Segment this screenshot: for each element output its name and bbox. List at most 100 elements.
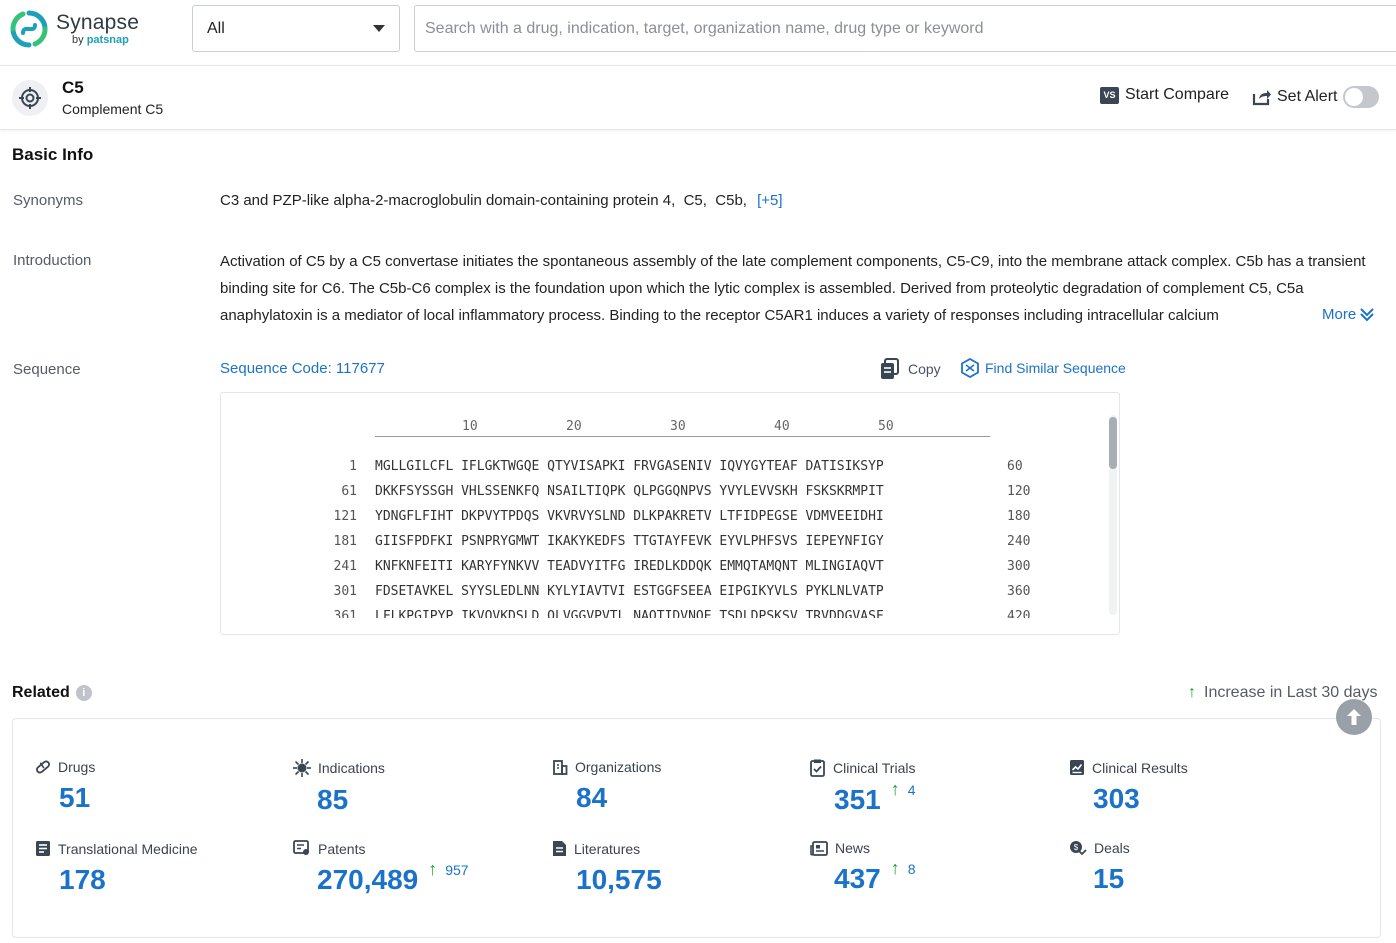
sequence-content: 10 20 30 40 50 1 MGLLGILCFL IFLGKTWGQE Q… xyxy=(221,393,1109,618)
copy-icon xyxy=(880,358,900,380)
double-chevron-down-icon xyxy=(1359,306,1375,322)
stat-value[interactable]: 84 xyxy=(576,783,607,814)
clipboard-icon xyxy=(810,759,826,777)
arrow-up-icon: ↑ xyxy=(1188,684,1196,702)
row-end: 420 xyxy=(1007,609,1030,618)
search-scope-value: All xyxy=(207,20,225,38)
stat-label: Patents xyxy=(318,841,365,857)
logo-brand: patsnap xyxy=(87,34,129,46)
ruler-tick: 20 xyxy=(566,419,582,434)
arrow-up-icon xyxy=(1345,707,1363,727)
more-button[interactable]: More xyxy=(1322,306,1377,323)
stat-value[interactable]: 10,575 xyxy=(576,865,662,896)
synapse-logo[interactable]: Synapse by patsnap xyxy=(10,10,139,48)
stat-label: Literatures xyxy=(574,841,640,857)
find-similar-sequence-button[interactable]: Find Similar Sequence xyxy=(960,358,1126,378)
patent-icon xyxy=(293,840,311,857)
stat-drugs[interactable]: Drugs 51 xyxy=(35,759,95,814)
stat-label: Clinical Results xyxy=(1092,760,1188,776)
related-stats-card: Drugs 51 Indications 85 Organizations 84… xyxy=(12,718,1381,938)
stat-clinical-trials[interactable]: Clinical Trials 351 ↑4 xyxy=(810,759,916,816)
alert-toggle[interactable] xyxy=(1343,86,1379,108)
row-residues: GIISFPDFKI PSNPRYGMWT IKAKYKEDFS TTGTAYF… xyxy=(375,534,884,549)
row-start: 301 xyxy=(291,584,357,599)
related-title-text: Related xyxy=(12,684,70,702)
stat-value[interactable]: 178 xyxy=(59,865,106,896)
row-residues: MGLLGILCFL IFLGKTWGQE QTYVISAPKI FRVGASE… xyxy=(375,459,884,474)
pill-icon xyxy=(35,759,51,775)
stat-increase[interactable]: ↑4 xyxy=(891,779,916,800)
stat-value[interactable]: 351 xyxy=(834,785,881,816)
sequence-scrollbar[interactable] xyxy=(1109,415,1117,615)
introduction-more[interactable]: More xyxy=(1262,302,1377,326)
stat-organizations[interactable]: Organizations 84 xyxy=(552,759,661,814)
stat-label: Translational Medicine xyxy=(58,841,198,857)
stat-increase[interactable]: ↑8 xyxy=(891,858,916,879)
stat-value[interactable]: 51 xyxy=(59,783,90,814)
search-scope-select[interactable]: All xyxy=(192,5,400,52)
stat-label: Indications xyxy=(318,760,385,776)
ruler-tick: 10 xyxy=(462,419,478,434)
row-end: 180 xyxy=(1007,509,1030,524)
target-icon xyxy=(12,80,48,116)
logo-by-text: by xyxy=(72,34,84,46)
stat-translational-medicine[interactable]: Translational Medicine 178 xyxy=(35,840,198,896)
stat-indications[interactable]: Indications 85 xyxy=(293,759,385,816)
row-end: 300 xyxy=(1007,559,1030,574)
stat-patents[interactable]: Patents 270,489 ↑957 xyxy=(293,840,469,896)
stat-value[interactable]: 15 xyxy=(1093,864,1124,895)
document-icon xyxy=(552,840,567,857)
stat-increase[interactable]: ↑957 xyxy=(428,859,468,880)
set-alert-button[interactable]: Set Alert xyxy=(1252,86,1379,108)
sequence-viewer[interactable]: 10 20 30 40 50 1 MGLLGILCFL IFLGKTWGQE Q… xyxy=(220,392,1120,635)
synonyms-label: Synonyms xyxy=(13,192,83,209)
search-placeholder: Search with a drug, indication, target, … xyxy=(425,20,984,38)
sequence-ruler: 10 20 30 40 50 xyxy=(375,419,990,437)
basic-info-title: Basic Info xyxy=(12,145,93,165)
start-compare-button[interactable]: VS Start Compare xyxy=(1100,86,1229,104)
stat-value[interactable]: 270,489 xyxy=(317,865,418,896)
row-end: 60 xyxy=(1007,459,1023,474)
stat-value[interactable]: 303 xyxy=(1093,784,1140,815)
row-residues: YDNGFLFIHT DKPVYTPDQS VKVRVYSLND DLKPAKR… xyxy=(375,509,884,524)
arrow-up-icon: ↑ xyxy=(891,858,900,879)
stat-label: Drugs xyxy=(58,759,95,775)
stat-value[interactable]: 85 xyxy=(317,785,348,816)
search-input[interactable]: Search with a drug, indication, target, … xyxy=(414,5,1396,52)
stat-label: Deals xyxy=(1094,840,1130,856)
row-end: 240 xyxy=(1007,534,1030,549)
stat-value[interactable]: 437 xyxy=(834,864,881,895)
stat-news[interactable]: News 437 ↑8 xyxy=(810,840,916,895)
compare-vs-icon: VS xyxy=(1100,87,1119,104)
scroll-to-top-button[interactable] xyxy=(1336,699,1372,735)
introduction-label: Introduction xyxy=(13,252,91,269)
info-icon[interactable]: i xyxy=(76,685,92,701)
row-residues: LFLKPGIPYP IKVQVKDSLD QLVGGVPVTL NAQTIDV… xyxy=(375,609,884,618)
row-start: 181 xyxy=(291,534,357,549)
toggle-knob xyxy=(1345,88,1363,106)
ruler-tick: 40 xyxy=(774,419,790,434)
sequence-row: 61 DKKFSYSSGH VHLSSENKFQ NSAILTIQPK QLPG… xyxy=(221,484,1109,509)
stat-increase-value: 8 xyxy=(908,861,916,877)
stat-literatures[interactable]: Literatures 10,575 xyxy=(552,840,662,896)
top-bar: Synapse by patsnap All Search with a dru… xyxy=(0,0,1396,66)
sequence-row: 1 MGLLGILCFL IFLGKTWGQE QTYVISAPKI FRVGA… xyxy=(221,459,1109,484)
row-residues: FDSETAVKEL SYYSLEDLNN KYLYIAVTVI ESTGGFS… xyxy=(375,584,884,599)
flask-doc-icon xyxy=(35,840,51,857)
sequence-row: 181 GIISFPDFKI PSNPRYGMWT IKAKYKEDFS TTG… xyxy=(221,534,1109,559)
copy-button[interactable]: Copy xyxy=(880,358,941,380)
synonyms-more-link[interactable]: [+5] xyxy=(757,192,782,209)
row-start: 241 xyxy=(291,559,357,574)
handshake-icon: $ xyxy=(1069,840,1087,856)
sequence-row: 121 YDNGFLFIHT DKPVYTPDQS VKVRVYSLND DLK… xyxy=(221,509,1109,534)
stat-clinical-results[interactable]: Clinical Results 303 xyxy=(1069,759,1188,815)
related-title: Related i xyxy=(12,684,92,702)
scrollbar-thumb[interactable] xyxy=(1109,417,1117,469)
synonyms-text: C3 and PZP-like alpha-2-macroglobulin do… xyxy=(220,192,747,209)
similar-sequence-icon xyxy=(960,358,980,378)
stat-deals[interactable]: $ Deals 15 xyxy=(1069,840,1130,895)
more-fade xyxy=(1262,302,1322,326)
sequence-code-link[interactable]: Sequence Code: 117677 xyxy=(220,360,385,377)
ruler-tick: 30 xyxy=(670,419,686,434)
sequence-row: 241 KNFKNFEITI KARYFYNKVV TEADVYITFG IRE… xyxy=(221,559,1109,584)
